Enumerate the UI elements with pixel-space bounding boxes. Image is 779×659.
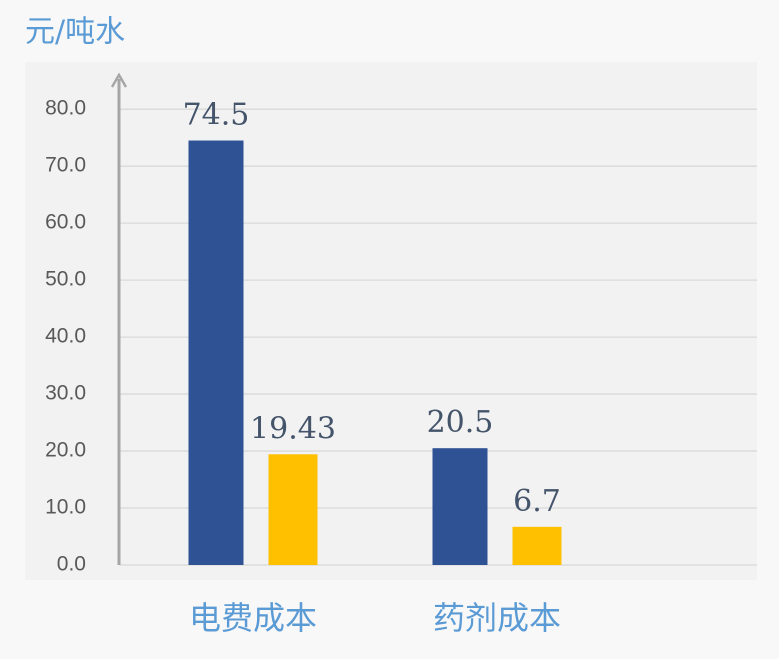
bar xyxy=(512,526,562,565)
value-label: 19.43 xyxy=(250,411,336,446)
value-label: 20.5 xyxy=(427,405,494,440)
bar xyxy=(268,454,318,565)
y-tick-label: 80.0 xyxy=(45,97,86,120)
y-axis-label: 元/吨水 xyxy=(25,15,125,50)
plot-area xyxy=(25,62,757,580)
x-tick-label: 电费成本 xyxy=(189,599,317,637)
y-tick-label: 70.0 xyxy=(45,154,86,177)
y-tick-label: 30.0 xyxy=(45,382,86,405)
value-label: 6.7 xyxy=(513,484,561,519)
y-axis-arrow xyxy=(110,72,128,88)
y-tick-label: 0.0 xyxy=(57,553,86,576)
y-tick-label: 40.0 xyxy=(45,325,86,348)
y-tick-label: 60.0 xyxy=(45,211,86,234)
y-tick-label: 50.0 xyxy=(45,268,86,291)
x-tick-label: 药剂成本 xyxy=(433,599,561,637)
value-label: 74.5 xyxy=(183,98,250,133)
y-tick-label: 20.0 xyxy=(45,439,86,462)
y-tick-label: 10.0 xyxy=(45,496,86,519)
bar xyxy=(188,140,244,565)
bar xyxy=(432,448,488,565)
